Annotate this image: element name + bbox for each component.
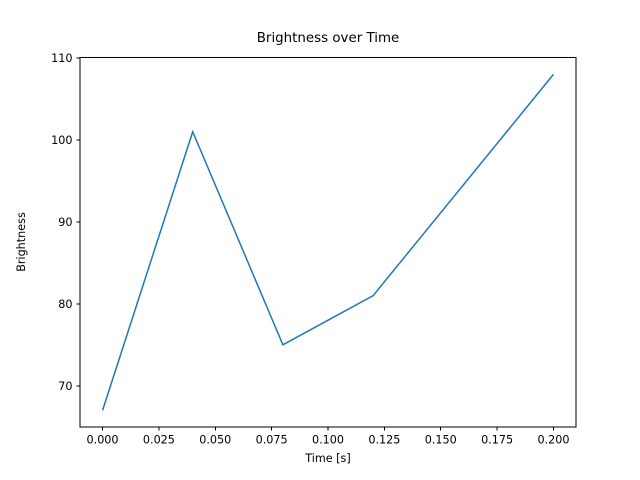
x-tick-label: 0.150 — [425, 434, 457, 447]
y-tick-label: 90 — [58, 216, 72, 229]
x-tick-label: 0.000 — [87, 434, 119, 447]
y-tick-label: 110 — [51, 52, 72, 65]
y-tick-label: 100 — [51, 134, 72, 147]
x-tick-label: 0.100 — [312, 434, 344, 447]
x-tick-label: 0.125 — [368, 434, 400, 447]
x-tick-label: 0.200 — [537, 434, 569, 447]
axes-frame — [79, 57, 577, 428]
y-tick-label: 70 — [58, 380, 72, 393]
x-tick-label: 0.075 — [256, 434, 288, 447]
x-tick-label: 0.050 — [199, 434, 231, 447]
data-line-brightness — [101, 73, 555, 411]
x-tick-label: 0.025 — [143, 434, 175, 447]
y-tick-label: 80 — [58, 298, 72, 311]
x-tick-label: 0.175 — [481, 434, 513, 447]
chart-title: Brightness over Time — [256, 31, 400, 46]
x-axis-label: Time [s] — [305, 452, 351, 465]
